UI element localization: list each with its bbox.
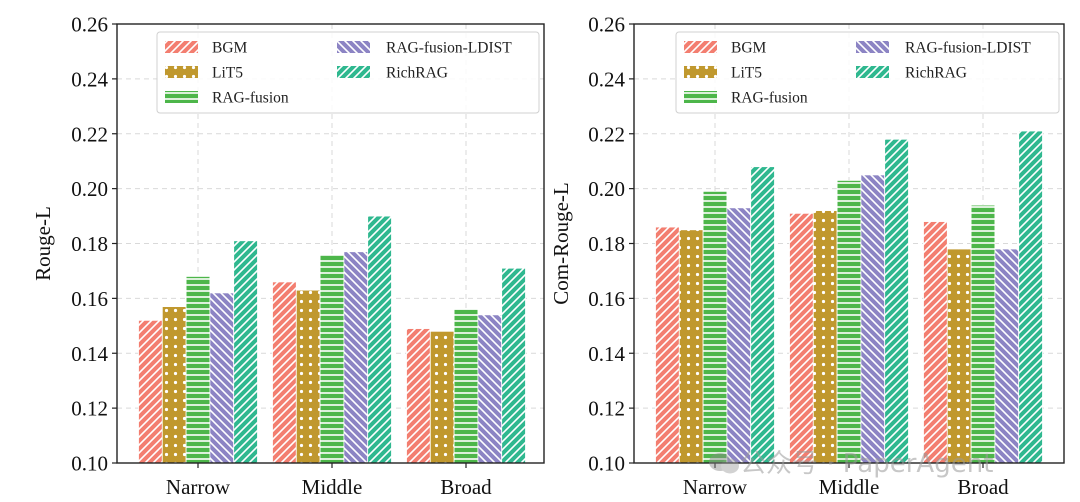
legend-swatch — [165, 41, 198, 53]
y-tick-label: 0.18 — [588, 232, 625, 256]
bar-richrag-broad — [501, 267, 526, 464]
bar-rag-fusion-ldist-broad — [994, 248, 1020, 464]
legend-label: RAG-fusion — [731, 90, 808, 107]
legend-swatch — [165, 66, 198, 78]
legend-label: RAG-fusion-LDIST — [905, 40, 1031, 57]
com-rouge-l-chart: 0.10 0.12 0.14 0.16 0.18 0.20 0.22 0.24 0.26 Narr… — [549, 13, 1065, 499]
bar-rag-fusion-ldist-middle — [860, 174, 886, 464]
legend-label: BGM — [212, 40, 248, 57]
y-tick-label: 0.18 — [71, 232, 108, 256]
legend-label: RAG-fusion — [212, 90, 289, 107]
legend-item-lit5: LiT5 — [165, 65, 243, 82]
y-tick-label: 0.12 — [588, 397, 625, 421]
y-tick-label: 0.12 — [71, 397, 108, 421]
bar-rag-fusion-broad — [970, 204, 996, 464]
bar-lit5-broad — [429, 330, 455, 464]
bar-bgm-narrow — [138, 319, 163, 464]
legend-item-rag-fusion-ldist: RAG-fusion-LDIST — [856, 40, 1031, 57]
bar-rag-fusion-ldist-middle — [343, 251, 369, 464]
bar-lit5-narrow — [161, 306, 187, 464]
legend-swatch — [856, 66, 889, 78]
y-tick-label: 0.22 — [71, 122, 108, 146]
x-tick-label-middle: Middle — [819, 475, 880, 499]
bar-rag-fusion-ldist-narrow — [726, 207, 752, 464]
legend-label: LiT5 — [212, 65, 243, 82]
legend: BGM LiT5 RAG-fusion RAG-fusion-LDIST RichRAG — [675, 31, 1060, 114]
y-tick-label: 0.14 — [71, 342, 108, 366]
bar-bgm-narrow — [655, 226, 680, 464]
bar-rag-fusion-middle — [319, 254, 345, 464]
bar-lit5-broad — [946, 248, 972, 464]
y-tick-label: 0.14 — [588, 342, 625, 366]
y-axis-label: Com-Rouge-L — [549, 182, 573, 304]
bar-rag-fusion-narrow — [185, 276, 211, 464]
y-tick-label: 0.26 — [71, 13, 108, 37]
x-tick-label-narrow: Narrow — [683, 475, 748, 499]
legend-label: RichRAG — [905, 65, 967, 82]
x-tick-label-broad: Broad — [440, 475, 492, 499]
legend-item-lit5: LiT5 — [684, 65, 762, 82]
y-axis-label: Rouge-L — [31, 206, 55, 281]
legend: BGM LiT5 RAG-fusion RAG-fusion-LDIST RichRAG — [156, 31, 540, 114]
bar-richrag-middle — [367, 215, 392, 464]
legend-swatch — [856, 41, 889, 53]
legend-item-richrag: RichRAG — [856, 65, 967, 82]
legend-label: RAG-fusion-LDIST — [386, 40, 512, 57]
y-tick-label: 0.22 — [588, 122, 625, 146]
bar-richrag-narrow — [750, 166, 775, 464]
bar-bgm-broad — [923, 221, 948, 464]
bar-rag-fusion-broad — [453, 308, 479, 464]
bar-rag-fusion-ldist-narrow — [209, 292, 235, 464]
legend-item-bgm: BGM — [684, 40, 767, 57]
bar-lit5-middle — [812, 210, 838, 464]
legend-label: LiT5 — [731, 65, 762, 82]
legend-swatch — [684, 66, 717, 78]
x-tick-label-narrow: Narrow — [166, 475, 231, 499]
legend-label: RichRAG — [386, 65, 448, 82]
legend-item-rag-fusion: RAG-fusion — [165, 90, 289, 107]
bar-lit5-middle — [295, 289, 321, 464]
legend-swatch — [337, 41, 370, 53]
legend-label: BGM — [731, 40, 767, 57]
y-tick-label: 0.10 — [71, 452, 108, 476]
legend-item-bgm: BGM — [165, 40, 248, 57]
wechat-icon — [709, 453, 739, 474]
bar-bgm-middle — [789, 212, 814, 464]
rouge-l-chart: 0.10 0.12 0.14 0.16 0.18 0.20 0.22 0.24 0.26 Narr… — [31, 13, 545, 499]
y-tick-label: 0.24 — [588, 67, 625, 91]
y-tick-label: 0.16 — [588, 287, 625, 311]
legend-swatch — [337, 66, 370, 78]
legend-swatch — [684, 91, 717, 103]
legend-item-rag-fusion: RAG-fusion — [684, 90, 808, 107]
legend-item-richrag: RichRAG — [337, 65, 448, 82]
bar-rag-fusion-narrow — [702, 190, 728, 464]
y-tick-label: 0.26 — [588, 13, 625, 37]
bar-richrag-middle — [884, 138, 909, 464]
bar-rag-fusion-ldist-broad — [477, 314, 503, 464]
bar-rag-fusion-middle — [836, 179, 862, 464]
bar-lit5-narrow — [678, 229, 704, 464]
y-tick-label: 0.10 — [588, 452, 625, 476]
bar-richrag-narrow — [233, 240, 258, 464]
bar-bgm-broad — [406, 328, 431, 464]
x-tick-label-middle: Middle — [302, 475, 363, 499]
bar-richrag-broad — [1018, 130, 1043, 464]
y-tick-label: 0.16 — [71, 287, 108, 311]
legend-swatch — [684, 41, 717, 53]
legend-item-rag-fusion-ldist: RAG-fusion-LDIST — [337, 40, 512, 57]
y-tick-label: 0.24 — [71, 67, 108, 91]
watermark: 公众号 · PaperAgent — [740, 449, 993, 479]
bar-bgm-middle — [272, 281, 297, 464]
legend-swatch — [165, 91, 198, 103]
y-tick-label: 0.20 — [588, 177, 625, 201]
y-tick-label: 0.20 — [71, 177, 108, 201]
x-tick-label-broad: Broad — [957, 475, 1009, 499]
